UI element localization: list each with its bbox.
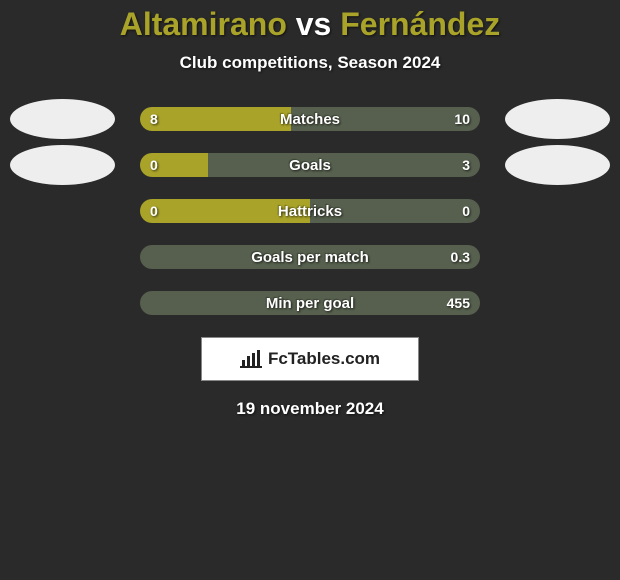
stat-bar: Hattricks0 0 (140, 199, 480, 223)
player1-avatar (10, 99, 115, 139)
stat-value-left: 0 (140, 153, 168, 177)
source-badge-text: FcTables.com (268, 349, 380, 369)
stat-bar: Min per goal455 (140, 291, 480, 315)
stat-value-right: 3 (452, 153, 480, 177)
right-side (500, 107, 615, 131)
stat-value-left (140, 291, 160, 315)
chart-icon (240, 350, 262, 368)
title-player2: Fernández (340, 6, 500, 42)
stat-label: Goals (140, 153, 480, 177)
stat-row: Hattricks0 0 (0, 199, 620, 223)
left-side (5, 153, 120, 177)
title-vs: vs (296, 6, 332, 42)
stat-label: Hattricks (140, 199, 480, 223)
stat-bar: Goals0 3 (140, 153, 480, 177)
right-side (500, 199, 615, 223)
stat-row: Min per goal455 (0, 291, 620, 315)
stat-bar: Goals per match0.3 (140, 245, 480, 269)
stat-value-left: 0 (140, 199, 168, 223)
stat-value-left (140, 245, 160, 269)
source-badge: FcTables.com (201, 337, 419, 381)
left-side (5, 107, 120, 131)
left-side (5, 199, 120, 223)
stat-label: Matches (140, 107, 480, 131)
player2-avatar (505, 99, 610, 139)
page-title: Altamirano vs Fernández (0, 6, 620, 43)
stat-value-right: 10 (444, 107, 480, 131)
stat-value-right: 0.3 (441, 245, 480, 269)
stat-value-left: 8 (140, 107, 168, 131)
stats-list: Matches810Goals03Hattricks00Goals per ma… (0, 107, 620, 315)
stat-value-right: 455 (437, 291, 480, 315)
stat-row: Goals0 3 (0, 153, 620, 177)
right-side (500, 153, 615, 177)
stat-row: Matches8 10 (0, 107, 620, 131)
right-side (500, 245, 615, 269)
subtitle: Club competitions, Season 2024 (0, 53, 620, 73)
stat-bar: Matches8 10 (140, 107, 480, 131)
stat-value-right: 0 (452, 199, 480, 223)
date-label: 19 november 2024 (0, 399, 620, 419)
player2-avatar (505, 145, 610, 185)
comparison-card: Altamirano vs Fernández Club competition… (0, 0, 620, 419)
stat-label: Goals per match (140, 245, 480, 269)
right-side (500, 291, 615, 315)
player1-avatar (10, 145, 115, 185)
left-side (5, 245, 120, 269)
stat-label: Min per goal (140, 291, 480, 315)
left-side (5, 291, 120, 315)
stat-row: Goals per match0.3 (0, 245, 620, 269)
title-player1: Altamirano (120, 6, 287, 42)
